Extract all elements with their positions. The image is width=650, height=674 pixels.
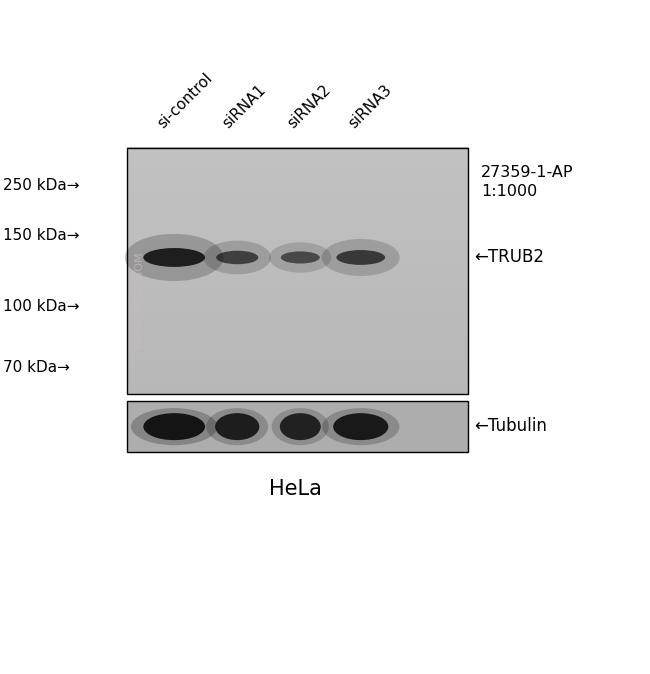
Ellipse shape	[216, 251, 259, 264]
Ellipse shape	[280, 413, 321, 440]
Ellipse shape	[337, 250, 385, 265]
Text: ←Tubulin: ←Tubulin	[474, 417, 547, 435]
Text: 27359-1-AP
1:1000: 27359-1-AP 1:1000	[481, 164, 573, 200]
Text: 70 kDa→: 70 kDa→	[3, 360, 70, 375]
Ellipse shape	[144, 413, 205, 440]
Text: HeLa: HeLa	[269, 479, 322, 499]
Ellipse shape	[322, 239, 400, 276]
Ellipse shape	[322, 408, 400, 445]
Ellipse shape	[131, 408, 217, 445]
Text: si-control: si-control	[155, 71, 216, 131]
Bar	[127, 148, 468, 394]
Text: siRNA2: siRNA2	[285, 82, 334, 131]
Bar	[127, 401, 468, 452]
Ellipse shape	[144, 248, 205, 267]
Ellipse shape	[125, 234, 224, 281]
Ellipse shape	[215, 413, 259, 440]
Text: 250 kDa→: 250 kDa→	[3, 178, 80, 193]
Ellipse shape	[206, 408, 268, 445]
Ellipse shape	[269, 242, 332, 273]
Ellipse shape	[333, 413, 389, 440]
Text: WWW.PTGLAБОМ: WWW.PTGLAБОМ	[135, 251, 145, 348]
Ellipse shape	[281, 251, 320, 264]
Ellipse shape	[203, 241, 271, 274]
Text: siRNA3: siRNA3	[346, 82, 395, 131]
Text: siRNA1: siRNA1	[220, 82, 269, 131]
Text: ←TRUB2: ←TRUB2	[474, 249, 545, 266]
Text: 150 kDa→: 150 kDa→	[3, 228, 80, 243]
Ellipse shape	[272, 408, 329, 445]
Text: 100 kDa→: 100 kDa→	[3, 299, 80, 314]
